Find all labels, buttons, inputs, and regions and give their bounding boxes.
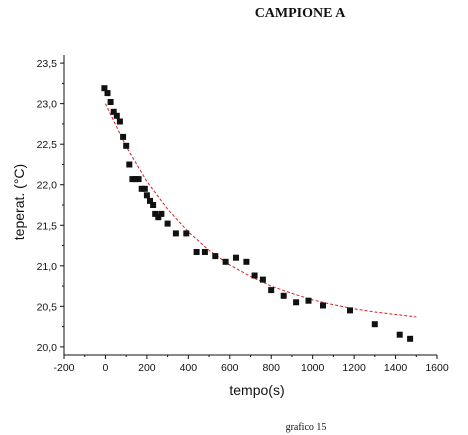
data-point [268, 287, 275, 294]
x-tick-label: 1000 [301, 362, 325, 374]
data-point [172, 230, 179, 237]
data-point [147, 197, 153, 204]
y-tick-label: 22,5 [37, 139, 58, 151]
data-point [259, 276, 266, 283]
data-point [123, 142, 130, 149]
x-tick-label: 1200 [342, 362, 366, 374]
data-point [293, 299, 300, 306]
data-point [129, 176, 136, 183]
x-tick-label: -200 [53, 362, 74, 374]
data-point [104, 90, 111, 97]
x-tick-label: 200 [138, 362, 156, 374]
data-point [158, 210, 165, 217]
plot-area: -200 0 200 400 600 800 1000 1200 1400 1600 20,0 20,… [37, 55, 449, 374]
data-point [183, 230, 190, 237]
y-tick-label: 20,0 [37, 342, 58, 354]
data-point [305, 297, 312, 304]
fit-curve [104, 103, 417, 318]
data-point [347, 307, 353, 314]
x-tick-label: 0 [103, 362, 109, 374]
data-point [143, 192, 150, 199]
y-axis-title: teperat. (°C) [11, 164, 27, 240]
data-point [135, 176, 142, 183]
data-point [141, 185, 148, 192]
y-tick-label: 20,5 [37, 301, 58, 313]
data-point [407, 335, 414, 342]
data-point [320, 302, 326, 309]
data-point [280, 292, 287, 299]
x-axis-title: tempo(s) [229, 382, 284, 398]
data-point [150, 202, 157, 208]
y-tick-label: 21,0 [37, 261, 58, 273]
data-point [101, 85, 108, 92]
data-point [243, 258, 250, 265]
data-point [113, 112, 120, 119]
data-point [396, 331, 403, 338]
data-point [201, 249, 208, 255]
chart-title: CAMPIONE A [255, 6, 347, 21]
data-point [155, 214, 162, 221]
data-point [107, 99, 114, 105]
chart-caption: grafico 15 [286, 422, 327, 433]
data-point [138, 185, 145, 192]
y-tick-label: 23,5 [37, 58, 58, 70]
data-point [132, 176, 139, 183]
data-point [212, 253, 219, 260]
data-point [116, 118, 123, 125]
x-tick-label: 600 [221, 362, 239, 374]
data-point [110, 108, 117, 115]
x-tick-label: 800 [262, 362, 280, 374]
y-tick-label: 22,0 [37, 180, 58, 192]
data-point [251, 272, 258, 279]
x-tick-label: 400 [180, 362, 198, 374]
data-point [152, 210, 159, 217]
y-tick-label: 21,5 [37, 220, 58, 232]
data-point [164, 220, 171, 227]
data-point [371, 321, 378, 328]
y-tick-label: 23,0 [37, 99, 58, 111]
data-point [120, 133, 127, 140]
data-point [233, 254, 239, 261]
x-tick-label: 1600 [425, 362, 449, 374]
x-tick-label: 1400 [384, 362, 408, 374]
data-point [126, 161, 133, 168]
data-point [222, 258, 229, 265]
data-point [193, 249, 200, 255]
